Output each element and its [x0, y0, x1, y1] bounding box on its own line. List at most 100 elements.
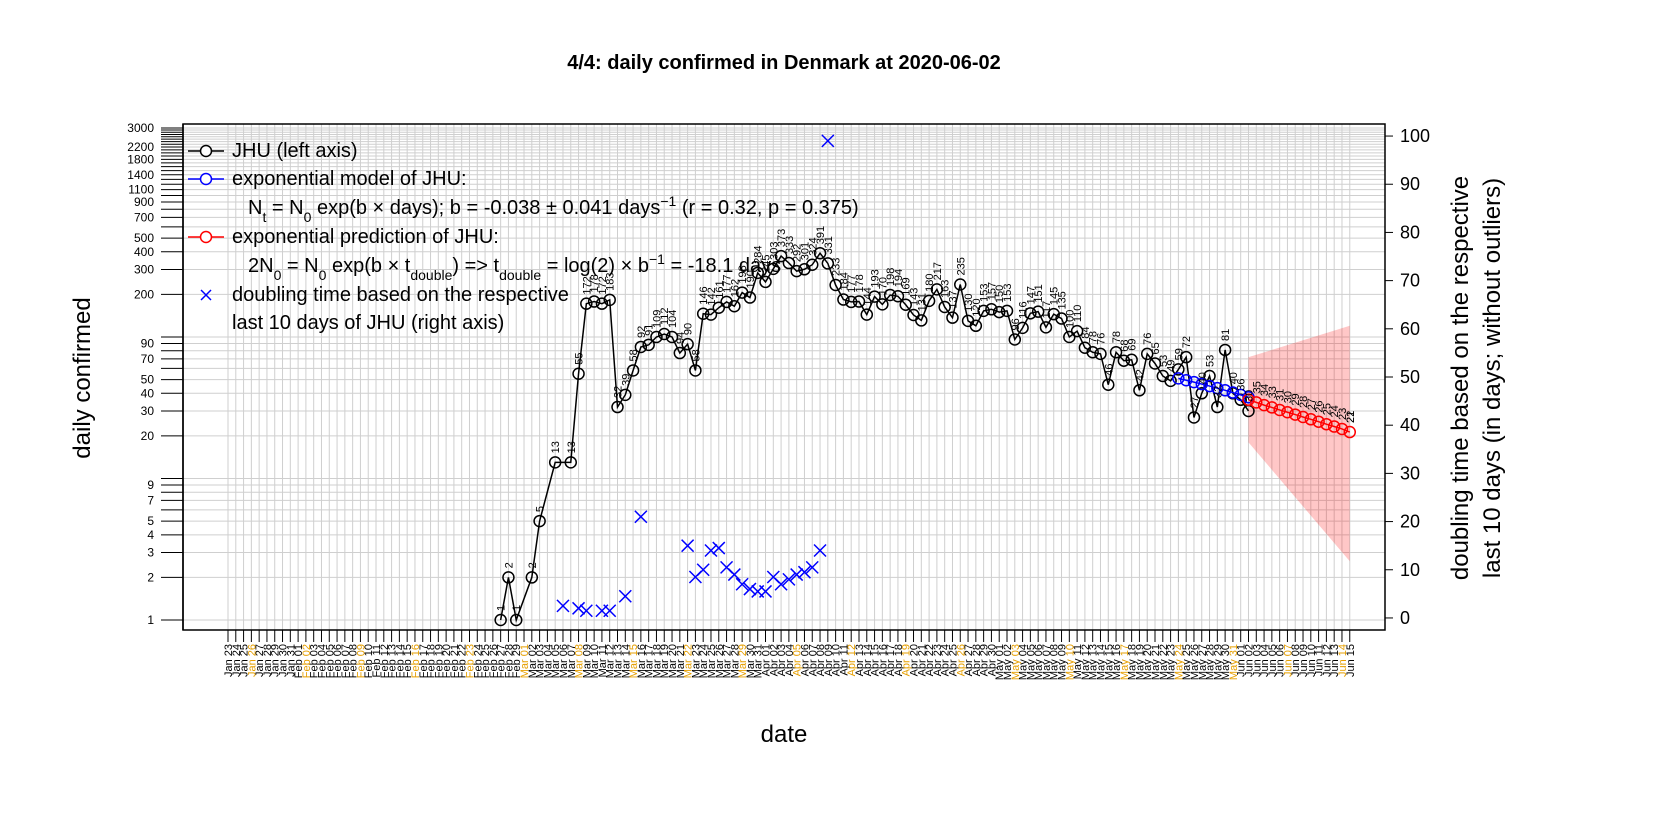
data-point [922, 294, 936, 308]
x-tick-label: Mar 08 [574, 644, 586, 678]
data-point [806, 258, 819, 271]
x-tick-label: Jan 30 [278, 644, 290, 677]
data-label: 109 [651, 310, 663, 328]
legend-text: exponential model of JHU: [232, 168, 467, 190]
data-label: 69 [1127, 339, 1139, 351]
x-tick-label: May 08 [1049, 644, 1061, 680]
x-tick-label: Jun 05 [1267, 644, 1279, 677]
x-tick-label: Apr 29 [979, 644, 991, 676]
data-label: 110 [1072, 305, 1084, 323]
data-label: 161 [714, 280, 726, 298]
x-tick-label: Apr 13 [854, 644, 866, 676]
data-point [642, 338, 655, 352]
data-label: 76 [1095, 333, 1107, 345]
x-tick-label: Jan 28 [262, 644, 274, 677]
data-label: 32 [613, 386, 625, 398]
data-label: 31 [1275, 389, 1287, 401]
data-point [712, 301, 726, 314]
data-label: 53 [1158, 355, 1170, 367]
x-tick-label: Mar 17 [644, 644, 656, 678]
left-tick-label: 30 [141, 404, 155, 418]
data-point [782, 256, 796, 270]
right-tick-label: 20 [1400, 512, 1420, 532]
data-label: 169 [901, 277, 913, 295]
data-label: 34 [1259, 384, 1271, 396]
doubling-time-point [579, 604, 593, 618]
right-tick-label: 0 [1400, 608, 1410, 628]
data-label: 145 [1049, 287, 1061, 305]
data-label: 65 [1150, 342, 1162, 354]
x-tick-label: Jun 02 [1243, 644, 1255, 677]
data-label: 76 [1142, 333, 1154, 345]
doubling-time-point [758, 584, 773, 598]
data-point [1179, 373, 1193, 387]
data-point [626, 364, 640, 377]
left-tick-label: 4 [147, 528, 154, 542]
data-label: 35 [1251, 381, 1263, 393]
x-tick-label: Apr 14 [862, 644, 874, 676]
data-label: 198 [885, 268, 897, 286]
x-tick-label: Jan 29 [270, 644, 282, 677]
x-tick-label: Feb 10 [363, 644, 375, 678]
x-tick-label: May 17 [1119, 644, 1131, 680]
data-point [564, 456, 578, 469]
x-tick-label: Mar 12 [605, 644, 617, 678]
data-point [580, 297, 593, 310]
x-tick-label: Mar 01 [519, 644, 531, 678]
x-tick-label: Mar 04 [542, 644, 554, 678]
x-tick-label: Apr 08 [815, 644, 827, 676]
data-point [899, 298, 912, 311]
right-tick-label: 60 [1400, 319, 1420, 339]
data-label: 284 [753, 245, 765, 263]
data-point [673, 346, 687, 360]
x-tick-label: May 24 [1173, 644, 1185, 680]
data-point [1288, 408, 1302, 421]
data-point [821, 257, 835, 270]
x-tick-label: Apr 24 [940, 644, 952, 676]
data-point [603, 293, 616, 307]
data-label: 198 [737, 265, 749, 283]
x-tick-label: Jun 09 [1298, 644, 1310, 677]
x-tick-label: Mar 13 [613, 644, 625, 678]
data-label: 157 [986, 282, 998, 300]
data-label: 144 [862, 287, 874, 305]
x-tick-label: May 15 [1103, 644, 1115, 680]
data-point [1125, 353, 1138, 367]
x-tick-label: Jun 11 [1314, 644, 1326, 676]
data-label: 194 [893, 269, 905, 287]
x-tick-label: Feb 05 [324, 644, 336, 678]
data-label: 150 [994, 285, 1006, 303]
data-point [977, 304, 990, 318]
x-tick-label: Feb 13 [387, 644, 399, 678]
data-label: 147 [1025, 286, 1037, 304]
data-label: 172 [581, 276, 593, 294]
data-point [587, 295, 601, 308]
data-label: 23 [1337, 408, 1349, 420]
x-tick-label: Feb 11 [371, 644, 383, 677]
x-tick-label: Jun 01 [1236, 644, 1248, 677]
x-tick-label: Mar 14 [620, 644, 632, 678]
data-point [595, 297, 609, 310]
data-label: 120 [971, 298, 983, 316]
data-point [1327, 420, 1341, 433]
x-tick-label: Feb 01 [293, 644, 305, 678]
x-tick-label: May 18 [1127, 644, 1139, 680]
x-tick-label: May 22 [1158, 644, 1170, 680]
x-tick-label: Feb 20 [441, 644, 453, 678]
data-point [1109, 346, 1123, 359]
x-tick-label: Feb 09 [355, 644, 367, 678]
data-point [1211, 400, 1224, 414]
data-point [767, 262, 780, 276]
x-tick-label: Apr 18 [893, 644, 905, 676]
x-tick-label: Mar 07 [566, 644, 578, 678]
data-point [1172, 363, 1185, 376]
series-layer [494, 134, 1357, 627]
data-label: 391 [815, 226, 827, 244]
data-point [1211, 381, 1224, 395]
x-tick-label: Apr 12 [846, 644, 858, 676]
data-label: 178 [854, 274, 866, 292]
x-tick-label: Mar 26 [714, 644, 726, 678]
left-tick-label: 9 [147, 478, 154, 492]
left-tick-label: 400 [134, 245, 154, 259]
prediction-band [1248, 325, 1350, 562]
